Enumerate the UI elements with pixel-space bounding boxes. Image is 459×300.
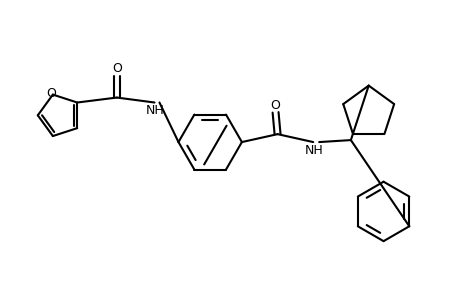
Text: O: O xyxy=(46,87,56,100)
Text: NH: NH xyxy=(146,104,164,117)
Text: O: O xyxy=(112,62,122,75)
Text: O: O xyxy=(270,99,280,112)
Text: NH: NH xyxy=(304,143,323,157)
